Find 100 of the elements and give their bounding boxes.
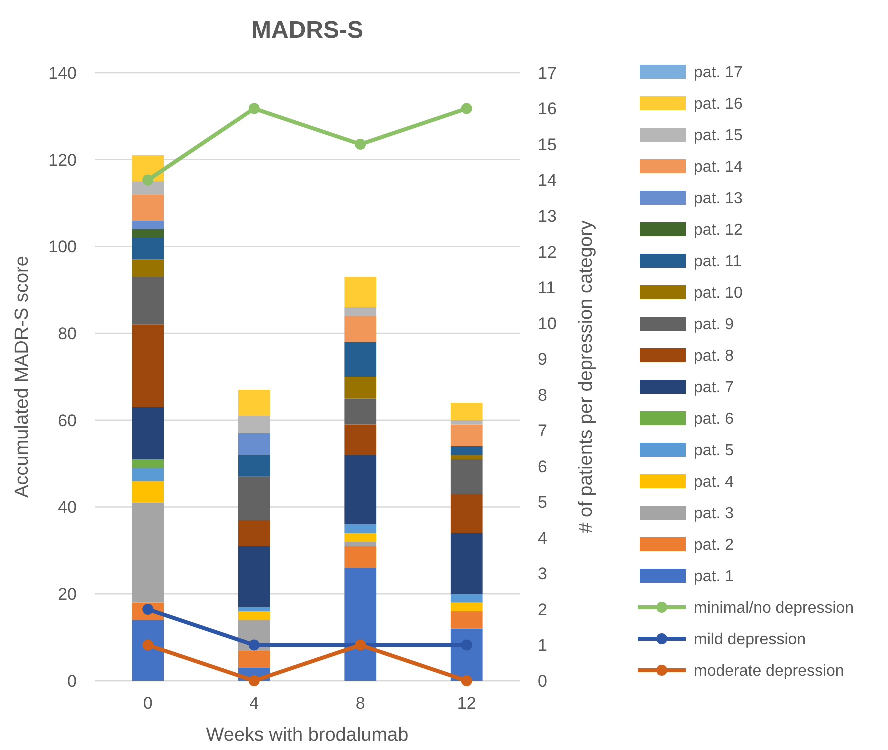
bar <box>238 390 270 416</box>
bar <box>450 455 483 460</box>
bar <box>450 420 483 425</box>
legend-label: pat. 9 <box>694 316 734 334</box>
point <box>142 174 154 186</box>
point <box>142 640 154 651</box>
bar <box>450 533 483 594</box>
y-tick-label: 20 <box>58 585 77 604</box>
bar <box>344 342 377 377</box>
legend-label: moderate depression <box>694 663 844 680</box>
y2-tick-label: 17 <box>538 64 557 83</box>
legend-label: pat. 8 <box>694 348 734 366</box>
bar <box>238 476 270 520</box>
y-tick-label: 100 <box>48 238 77 257</box>
point <box>355 139 366 150</box>
bar <box>132 502 164 603</box>
bar <box>132 407 164 460</box>
legend-label: pat. 15 <box>694 128 744 145</box>
bar <box>450 594 483 603</box>
bar <box>450 494 483 534</box>
y-tick-label: 80 <box>58 324 77 344</box>
legend-label: pat. 11 <box>694 254 742 271</box>
bar <box>238 546 270 608</box>
bar <box>132 481 164 503</box>
bar <box>132 277 164 325</box>
y2-tick-label: 0 <box>538 672 548 691</box>
legend-label: pat. 16 <box>694 96 744 114</box>
legend-label: mild depression <box>694 632 806 649</box>
y2-axis-title: # of patients per depression category <box>576 220 597 534</box>
legend-label: pat. 2 <box>694 537 734 554</box>
y2-tick-label: 1 <box>538 636 548 656</box>
legend-label: pat. 7 <box>694 380 734 397</box>
bar <box>238 520 270 546</box>
point <box>248 103 260 114</box>
bar <box>344 568 377 681</box>
bar <box>238 455 270 477</box>
x-tick-label: 0 <box>143 694 153 713</box>
bar <box>344 398 377 425</box>
y-tick-label: 0 <box>68 672 77 691</box>
y-tick-label: 120 <box>48 150 77 170</box>
x-tick-label: 8 <box>356 694 366 713</box>
bar <box>132 260 164 278</box>
legend-label: pat. 14 <box>694 159 744 176</box>
bar <box>450 460 483 494</box>
bar <box>450 403 483 420</box>
bar <box>344 455 377 525</box>
bar <box>132 460 164 468</box>
legend-label: pat. 13 <box>694 190 744 208</box>
point <box>461 676 472 686</box>
x-tick-label: 12 <box>457 694 476 713</box>
bar <box>344 524 377 534</box>
bar <box>344 377 377 399</box>
bar <box>450 446 483 456</box>
bar <box>132 229 164 238</box>
bar <box>238 650 270 668</box>
y-tick-label: 60 <box>58 411 77 430</box>
x-tick-label: 4 <box>250 694 260 713</box>
y2-tick-label: 14 <box>538 171 557 190</box>
legend-label: pat. 5 <box>694 442 734 460</box>
point <box>461 640 472 651</box>
y2-tick-label: 8 <box>538 386 548 405</box>
bar <box>344 277 377 308</box>
chart-title: MADRS-S <box>252 17 364 44</box>
bar <box>238 416 270 434</box>
y2-tick-label: 13 <box>538 207 557 226</box>
bar <box>344 546 377 568</box>
y2-tick-label: 4 <box>538 528 548 548</box>
y2-tick-label: 7 <box>538 422 548 441</box>
bar <box>132 468 164 482</box>
y2-tick-label: 15 <box>538 135 557 154</box>
y2-tick-label: 6 <box>538 457 548 476</box>
legend-label: pat. 4 <box>694 474 734 492</box>
y2-tick-label: 16 <box>538 100 557 119</box>
point <box>248 676 260 686</box>
legend-label: pat. 12 <box>694 222 744 240</box>
legend-label: pat. 3 <box>694 506 734 523</box>
y2-tick-label: 12 <box>538 242 557 262</box>
bar <box>344 424 377 456</box>
y2-tick-label: 3 <box>538 564 548 584</box>
y-tick-label: 40 <box>58 498 77 518</box>
bar <box>132 194 164 221</box>
point <box>461 103 472 114</box>
bar <box>238 433 270 456</box>
y-axis-title: Accumulated MADR-S score <box>12 256 33 498</box>
legend-label: pat. 6 <box>694 411 734 428</box>
y2-tick-label: 10 <box>538 314 557 334</box>
x-axis-title: Weeks with brodalumab <box>206 725 409 746</box>
bar <box>344 316 377 342</box>
bar <box>344 308 377 316</box>
bar <box>238 607 270 612</box>
bar <box>450 424 483 446</box>
legend-label: pat. 1 <box>694 568 734 586</box>
y2-tick-label: 5 <box>538 493 548 512</box>
y2-tick-label: 11 <box>538 278 556 298</box>
legend-label: pat. 17 <box>694 64 744 82</box>
bar <box>132 238 164 260</box>
point <box>248 640 260 651</box>
bar <box>132 182 164 195</box>
legend-label: pat. 10 <box>694 285 744 302</box>
bar <box>238 612 270 620</box>
